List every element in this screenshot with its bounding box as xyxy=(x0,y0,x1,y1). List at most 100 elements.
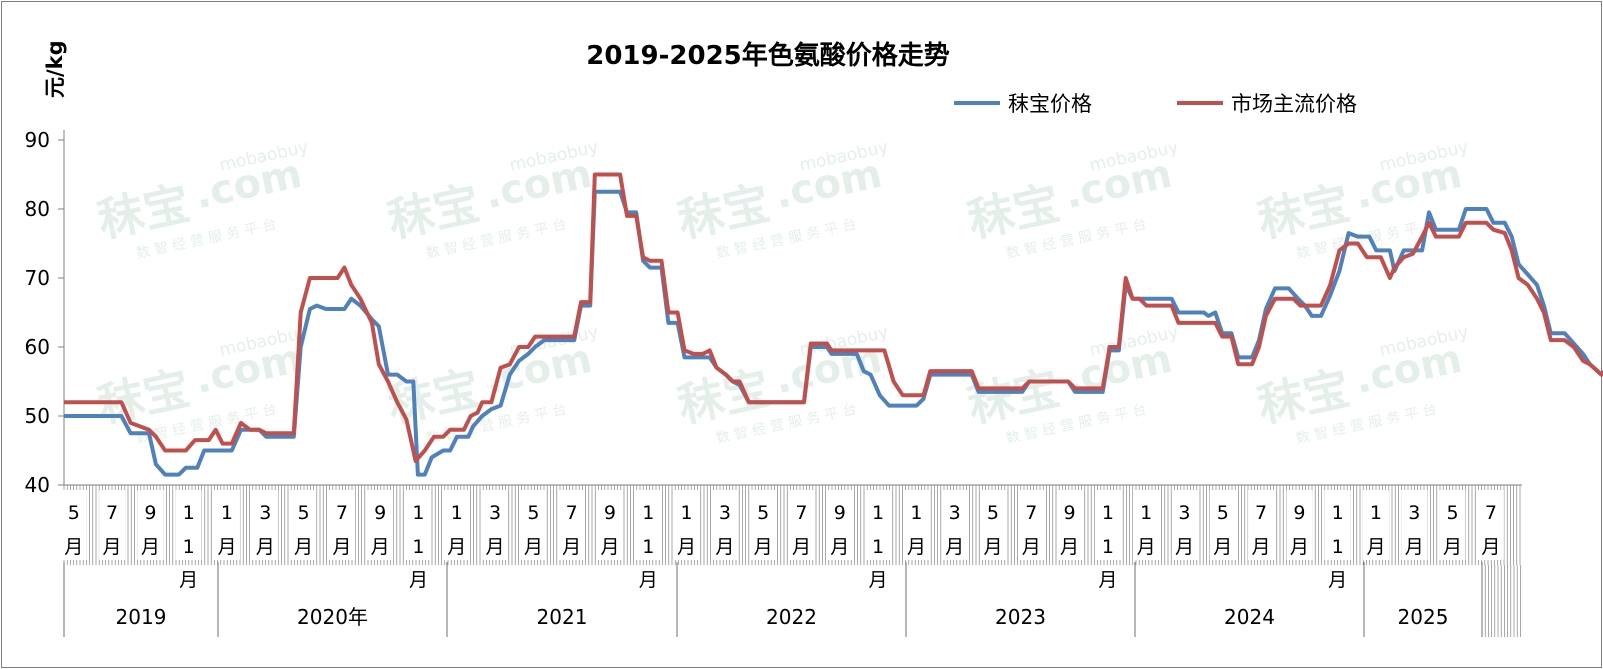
x-month-suffix: 月 xyxy=(332,536,351,558)
x-year-label: 2021 xyxy=(537,605,588,629)
x-month-digit: 3 xyxy=(489,502,501,524)
x-month-suffix: 月 xyxy=(524,536,543,558)
x-month-digit: 9 xyxy=(1293,502,1305,524)
x-month-digit: 1 xyxy=(183,536,195,558)
x-month-bg xyxy=(1056,490,1083,560)
x-month-bg xyxy=(635,490,662,560)
x-month-suffix: 月 xyxy=(983,536,1002,558)
x-month-suffix: 月 xyxy=(486,536,505,558)
x-month-digit: 7 xyxy=(336,502,348,524)
x-month-suffix: 月 xyxy=(792,536,811,558)
x-month-bg xyxy=(1133,490,1160,560)
x-month-bg xyxy=(328,490,355,560)
x-month-suffix: 月 xyxy=(830,536,849,558)
x-month-digit: 1 xyxy=(1102,502,1114,524)
x-month-bg xyxy=(1094,490,1121,560)
x-year-label: 2024 xyxy=(1224,605,1275,629)
x-month-bg xyxy=(1171,490,1198,560)
x-month-digit: 1 xyxy=(1370,502,1382,524)
x-month-digit: 1 xyxy=(910,502,922,524)
x-month-suffix: 月 xyxy=(256,536,275,558)
x-month-digit: 9 xyxy=(604,502,616,524)
x-month-bg xyxy=(673,490,700,560)
x-month-bg xyxy=(711,490,738,560)
x-month-bg xyxy=(1439,490,1466,560)
x-month-bg xyxy=(596,490,623,560)
x-month-suffix: 月 xyxy=(294,536,313,558)
x-month-suffix: 月 xyxy=(869,569,888,591)
x-year-label: 2025 xyxy=(1398,605,1449,629)
x-month-digit: 1 xyxy=(412,502,424,524)
x-year-label: 2023 xyxy=(995,605,1046,629)
x-month-digit: 7 xyxy=(795,502,807,524)
watermark-layer: 秣宝.commobaobuy数 智 经 营 服 务 平 台秣宝.commobao… xyxy=(93,137,1470,447)
x-month-digit: 7 xyxy=(106,502,118,524)
y-tick-label: 70 xyxy=(25,266,50,290)
legend: 秣宝价格 市场主流价格 xyxy=(954,92,1357,116)
y-tick-label: 40 xyxy=(25,473,50,497)
x-month-bg xyxy=(558,490,585,560)
x-month-digit: 5 xyxy=(298,502,310,524)
x-month-bg xyxy=(1477,490,1504,560)
x-month-digit: 9 xyxy=(144,502,156,524)
x-month-digit: 5 xyxy=(527,502,539,524)
x-month-digit: 1 xyxy=(183,502,195,524)
x-month-bg xyxy=(826,490,853,560)
x-month-bg xyxy=(60,490,87,560)
x-month-digit: 1 xyxy=(872,502,884,524)
x-month-digit: 5 xyxy=(1447,502,1459,524)
x-month-bg xyxy=(1324,490,1351,560)
x-month-suffix: 月 xyxy=(1175,536,1194,558)
y-axis-label: 元/kg xyxy=(43,40,67,98)
y-tick-label: 80 xyxy=(25,197,50,221)
x-month-bg xyxy=(520,490,547,560)
x-month-suffix: 月 xyxy=(371,536,390,558)
x-month-digit: 5 xyxy=(1217,502,1229,524)
x-month-bg xyxy=(788,490,815,560)
x-month-suffix: 月 xyxy=(677,536,696,558)
x-axis: 5月7月9月11月1月3月5月7月9月11月1月3月5月7月9月11月1月3月5… xyxy=(60,484,1522,637)
x-month-digit: 1 xyxy=(642,536,654,558)
x-month-bg xyxy=(865,490,892,560)
x-month-bg xyxy=(482,490,509,560)
x-month-bg xyxy=(213,490,240,560)
x-month-suffix: 月 xyxy=(1443,536,1462,558)
y-tick-label: 90 xyxy=(25,128,50,152)
x-year-label: 2020年 xyxy=(297,605,368,629)
x-month-digit: 9 xyxy=(1064,502,1076,524)
x-month-digit: 1 xyxy=(1140,502,1152,524)
x-month-bg xyxy=(903,490,930,560)
x-month-digit: 3 xyxy=(719,502,731,524)
series-line xyxy=(64,172,1603,463)
x-month-digit: 7 xyxy=(1485,502,1497,524)
x-month-suffix: 月 xyxy=(715,536,734,558)
x-month-digit: 1 xyxy=(1332,502,1344,524)
x-month-digit: 1 xyxy=(642,502,654,524)
x-month-digit: 1 xyxy=(1102,536,1114,558)
x-month-suffix: 月 xyxy=(1098,569,1117,591)
x-month-suffix: 月 xyxy=(179,569,198,591)
x-month-bg xyxy=(367,490,394,560)
x-month-digit: 3 xyxy=(1408,502,1420,524)
x-month-bg xyxy=(979,490,1006,560)
x-year-label: 2022 xyxy=(766,605,817,629)
y-tick-label: 60 xyxy=(25,335,50,359)
chart-title: 2019-2025年色氨酸价格走势 xyxy=(586,40,950,71)
series-lines xyxy=(64,172,1603,477)
x-month-bg xyxy=(175,490,202,560)
x-month-digit: 7 xyxy=(1025,502,1037,524)
x-month-digit: 5 xyxy=(68,502,80,524)
x-month-suffix: 月 xyxy=(64,536,83,558)
x-month-suffix: 月 xyxy=(103,536,122,558)
x-month-suffix: 月 xyxy=(1252,536,1271,558)
x-month-bg xyxy=(1362,490,1389,560)
x-month-bg xyxy=(941,490,968,560)
x-year-label: 2019 xyxy=(116,605,167,629)
x-month-digit: 1 xyxy=(451,502,463,524)
